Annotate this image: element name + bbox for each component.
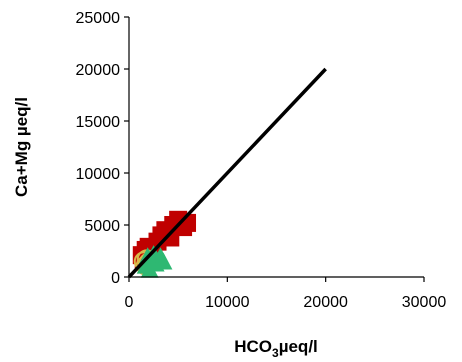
y-tick-label: 20000 bbox=[76, 62, 121, 79]
x-tick-label: 10000 bbox=[205, 294, 250, 311]
y-tick-label: 15000 bbox=[76, 114, 121, 131]
data-point-triangle bbox=[140, 260, 159, 278]
x-axis-title-main: HCO bbox=[234, 337, 272, 356]
x-axis-title: HCO3µeq/l bbox=[234, 337, 318, 360]
x-axis-title-tail: µeq/l bbox=[279, 337, 318, 356]
x-tick-label: 20000 bbox=[303, 294, 348, 311]
ticks: 0 5000 10000 15000 20000 25000 0 10000 20000 3000… bbox=[76, 10, 447, 311]
y-tick-label: 25000 bbox=[76, 10, 121, 27]
x-tick-label: 30000 bbox=[402, 294, 447, 311]
y-tick-label: 5000 bbox=[84, 218, 120, 235]
y-axis-title: Ca+Mg µeq/l bbox=[12, 97, 31, 197]
data-point-triangle bbox=[154, 252, 173, 270]
y-tick-label: 0 bbox=[111, 270, 120, 287]
y-tick-label: 10000 bbox=[76, 166, 121, 183]
x-tick-label: 0 bbox=[125, 294, 134, 311]
x-axis-title-sub: 3 bbox=[272, 346, 279, 360]
axes bbox=[128, 17, 424, 278]
plot-area bbox=[127, 67, 327, 279]
one-to-one-line bbox=[127, 67, 327, 279]
